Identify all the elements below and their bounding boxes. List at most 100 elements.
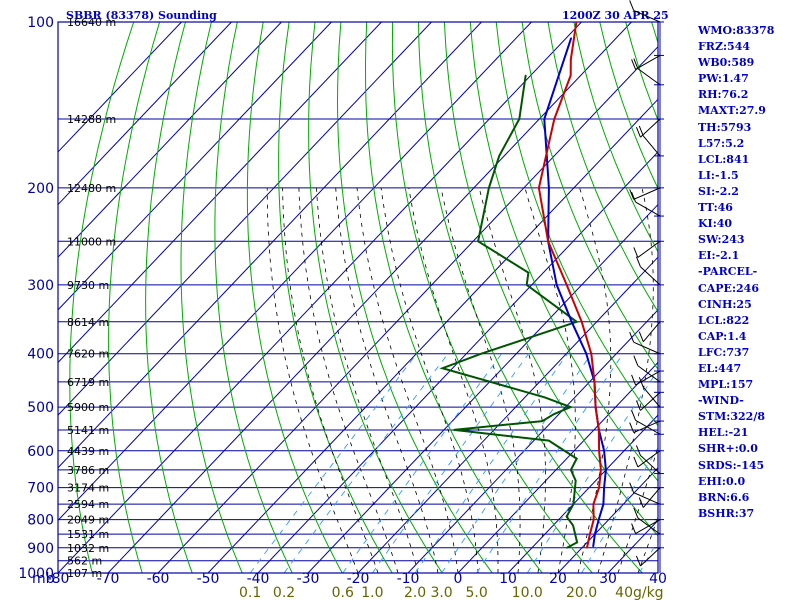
wind-barb-flag (635, 445, 641, 456)
parcel-line-point (603, 486, 605, 489)
isotherm-line (257, 151, 658, 573)
index-row: EI:-2.1 (698, 249, 740, 263)
index-row: TT:46 (698, 201, 733, 215)
wind-barb (635, 370, 661, 386)
temperature-tick-label: -60 (147, 571, 170, 587)
moist-adiabat-line (335, 187, 439, 573)
wind-barb (637, 365, 661, 383)
index-row: BSHR:37 (698, 506, 755, 520)
mixing-ratio-tick-label: 40g/kg (615, 585, 663, 600)
wind-barb (642, 321, 661, 343)
wind-barb (640, 266, 661, 286)
wind-barb-flag (633, 507, 639, 519)
index-row: MPL:157 (698, 378, 754, 392)
chart-title: SBBR (83378) Sounding (66, 9, 217, 22)
dry-adiabat-line (108, 22, 161, 573)
temperature-line-point (590, 352, 593, 355)
height-label: 3786 m (67, 464, 109, 477)
wind-barb (637, 240, 661, 258)
height-label: 2594 m (67, 498, 109, 511)
index-row: HEL:-21 (698, 426, 749, 440)
index-row: STM:322/8 (698, 410, 765, 424)
index-row: SRDS:-145 (698, 458, 765, 472)
mixing-ratio-tick-label: 0.2 (273, 585, 295, 600)
height-label: 2049 m (67, 514, 109, 527)
dewpoint-line-point (544, 396, 546, 399)
height-label: 3174 m (67, 482, 109, 495)
temperature-tick-label: -70 (97, 571, 120, 587)
temperature-line-point (569, 58, 572, 61)
grid-group (58, 22, 658, 573)
temperature-line-point (593, 381, 596, 383)
index-row: WB0:589 (698, 56, 755, 70)
temperature-line-point (575, 21, 578, 23)
wind-barb-flag (631, 59, 637, 70)
parcel-line-point (605, 469, 607, 471)
isotherm-line (58, 22, 532, 522)
mixing-ratio-line (342, 353, 502, 573)
dewpoint-line-point (488, 187, 490, 189)
temperature-tick-label: 10 (499, 571, 517, 587)
isotherm-line (557, 467, 658, 573)
dewpoint-line-point (570, 469, 572, 471)
isotherm-line (107, 22, 632, 573)
dewpoint-line-point (569, 406, 572, 408)
height-label: 6719 m (67, 376, 109, 389)
temperature-line-point (586, 546, 588, 549)
index-row: PW:1.47 (698, 72, 749, 86)
temperature-line-point (598, 429, 600, 431)
dewpoint-line-point (477, 240, 479, 243)
moist-adiabat-line (617, 445, 658, 573)
pressure-tick-label: 500 (27, 400, 54, 416)
height-label: 5900 m (67, 401, 109, 414)
parcel-line-point (585, 352, 588, 355)
dry-adiabat-line (521, 22, 658, 371)
moist-adiabat-line (316, 187, 419, 573)
height-label: 7620 m (67, 348, 109, 361)
wind-barb (635, 519, 661, 534)
wind-barb-flag (638, 331, 644, 342)
height-label: 11000 m (67, 235, 116, 248)
index-row: SHR+:0.0 (698, 442, 758, 456)
isotherm-line (58, 22, 382, 364)
index-row: BRN:6.6 (698, 490, 750, 504)
wind-barb-flag (638, 497, 644, 508)
temperature-line-point (592, 503, 595, 505)
wind-barb (640, 118, 661, 138)
wind-barb-flag (633, 355, 639, 366)
parcel-line-point (555, 284, 558, 286)
temperature-tick-label: 30 (599, 571, 617, 587)
index-row: LFC:737 (698, 345, 750, 359)
mixing-ratio-line (526, 369, 658, 573)
temperature-tick-label: -40 (247, 571, 270, 587)
index-row: RH:76.2 (698, 88, 749, 102)
height-label: 5141 m (67, 424, 109, 437)
index-row: L57:5.2 (698, 136, 745, 150)
moist-adiabat-line (380, 187, 479, 573)
mixing-ratio-tick-label: 20.0 (566, 585, 597, 600)
dry-adiabat-line (547, 22, 658, 313)
moist-adiabat-line (356, 187, 459, 573)
dewpoint-line-point (572, 524, 574, 527)
height-label: 12480 m (67, 182, 116, 195)
temperature-tick-label: -30 (297, 571, 320, 587)
index-row: FRZ:544 (698, 40, 751, 54)
isotherm-line (507, 414, 658, 573)
height-label: 4439 m (67, 445, 109, 458)
isotherm-line (58, 22, 232, 206)
wind-barb (637, 450, 661, 468)
temperature-line-point (592, 518, 595, 521)
wind-barb (633, 187, 661, 200)
parcel-line-point (570, 37, 572, 39)
mixing-ratio-line (581, 447, 658, 573)
parcel-line-point (543, 118, 546, 120)
wind-barb-flag (635, 256, 641, 267)
pressure-tick-label: 600 (27, 444, 54, 460)
dewpoint-line-point (524, 74, 527, 77)
mixing-ratio-tick-label: 5.0 (465, 585, 487, 600)
height-label: 1531 m (67, 528, 109, 541)
isotherm-line (58, 22, 332, 311)
dewpoint-line-point (553, 413, 555, 416)
temperature-line-point (598, 486, 600, 489)
